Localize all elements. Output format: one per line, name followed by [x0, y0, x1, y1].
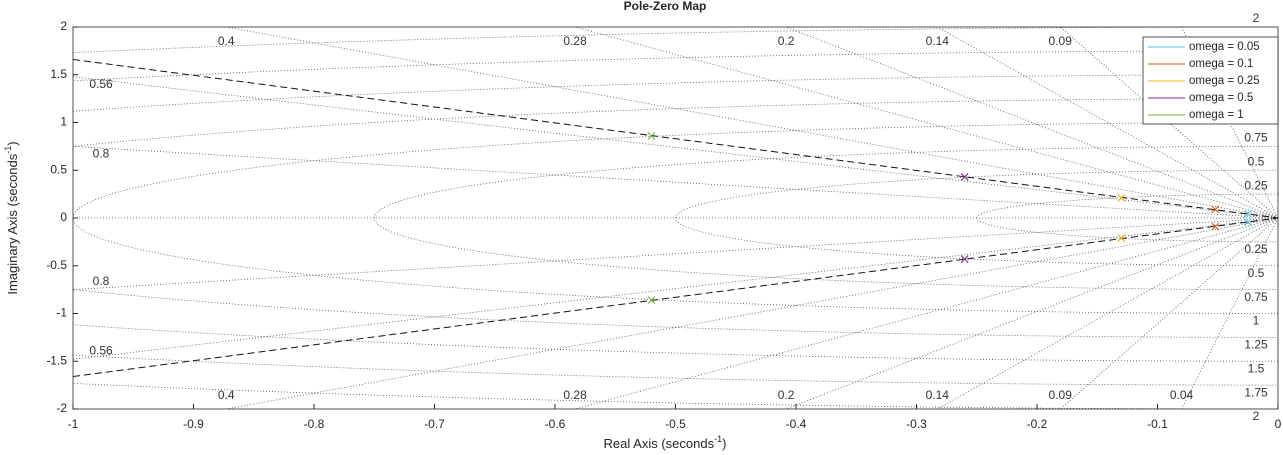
damping-line — [73, 217, 1278, 291]
damping-label: 0.56 — [89, 343, 113, 357]
y-tick-label: 1 — [60, 115, 67, 129]
pole-marker — [960, 255, 969, 263]
x-tick-label: -0.3 — [906, 417, 927, 431]
damping-label: 0.14 — [926, 34, 950, 48]
label-superscript: -1 — [714, 434, 722, 444]
x-tick-label: -0.7 — [424, 417, 445, 431]
x-tick-label: -1 — [68, 417, 79, 431]
legend-label: omega = 1 — [1189, 109, 1244, 121]
label-part: Real Axis (seconds — [604, 436, 715, 451]
y-tick-label: 0.5 — [50, 162, 67, 176]
y-tick-label: -1 — [56, 306, 67, 320]
grid-labels: 0.250.250.50.50.750.75111.251.251.51.51.… — [89, 11, 1268, 423]
grid — [73, 27, 1278, 409]
damping-line — [226, 27, 1278, 219]
damping-label: 0.14 — [926, 388, 950, 402]
damping-label: 0.56 — [89, 77, 113, 91]
legend: omega = 0.05 omega = 0.1 omega = 0.25 omega… — [1142, 36, 1279, 125]
frequency-label: 2 — [1253, 11, 1260, 25]
label-part: ) — [5, 141, 20, 145]
frequency-label: 1 — [1253, 314, 1260, 328]
damping-line — [226, 217, 1278, 409]
label-superscript: -1 — [3, 146, 13, 154]
legend-label: omega = 0.05 — [1189, 41, 1260, 53]
legend-label: omega = 0.5 — [1189, 92, 1253, 104]
frequency-label: 0.5 — [1248, 266, 1265, 280]
pole-marker — [960, 173, 969, 181]
damping-label: 0.8 — [93, 147, 110, 161]
y-tick-label: -2 — [56, 401, 67, 415]
frequency-label: 0.25 — [1244, 178, 1268, 192]
x-tick-label: -0.6 — [545, 417, 566, 431]
damping-label: 0.4 — [218, 34, 235, 48]
label-part: ) — [722, 436, 726, 451]
marks — [73, 58, 1278, 378]
pole-marker — [1117, 234, 1126, 242]
damping-line — [73, 145, 1278, 219]
frequency-label: 1.25 — [1244, 338, 1268, 352]
damping-label: 0.2 — [778, 388, 795, 402]
frequency-label: 0.75 — [1244, 131, 1268, 145]
pole-marker — [647, 296, 656, 305]
damping-line — [937, 27, 1278, 219]
y-tick-label: -0.5 — [46, 258, 67, 272]
damping-label: 0.4 — [218, 388, 235, 402]
guide-line — [73, 58, 1278, 219]
frequency-label: 2 — [1253, 409, 1260, 423]
guide-line — [73, 217, 1278, 378]
frequency-label: 0.5 — [1248, 154, 1265, 168]
damping-label: 0.04 — [1170, 388, 1194, 402]
y-tick-label: 1.5 — [50, 67, 67, 81]
legend-label: omega = 0.1 — [1189, 58, 1253, 70]
axes: -1 -0.9 -0.8 -0.7 -0.6 -0.5 -0.4 -0.3 -0.2 -0.1 0 -… — [3, 19, 1281, 451]
damping-line — [785, 217, 1278, 409]
x-tick-label: -0.2 — [1027, 417, 1048, 431]
x-tick-label: -0.5 — [665, 417, 686, 431]
x-tick-label: 0 — [1275, 417, 1282, 431]
y-tick-label: -1.5 — [46, 353, 67, 367]
x-tick-label: -0.1 — [1147, 417, 1168, 431]
y-tick-label: 0 — [60, 210, 67, 224]
damping-label: 0.09 — [1049, 34, 1073, 48]
frequency-label: 1.5 — [1248, 361, 1265, 375]
damping-line — [785, 27, 1278, 219]
x-tick-label: -0.4 — [786, 417, 807, 431]
damping-line — [73, 217, 1278, 360]
plot-area — [73, 27, 1278, 409]
damping-label: 0.09 — [1049, 388, 1073, 402]
damping-line — [937, 217, 1278, 409]
pole-marker — [1117, 194, 1126, 202]
x-tick-label: -0.9 — [183, 417, 204, 431]
y-axis-label: Imaginary Axis (seconds-1) — [3, 141, 20, 294]
pole-marker — [647, 131, 656, 140]
frequency-label: 1.75 — [1244, 385, 1268, 399]
damping-label: 0.28 — [563, 34, 587, 48]
label-part: Imaginary Axis (seconds — [5, 153, 20, 294]
legend-label: omega = 0.25 — [1189, 75, 1260, 87]
damping-line — [1059, 217, 1278, 409]
pole-marker — [1211, 205, 1220, 214]
pole-marker — [1211, 222, 1220, 231]
damping-line — [73, 76, 1278, 219]
x-tick-label: -0.8 — [304, 417, 325, 431]
pole-marker — [1243, 218, 1252, 226]
damping-label: 0.2 — [778, 34, 795, 48]
pole-marker — [1243, 210, 1252, 218]
x-axis-label: Real Axis (seconds-1) — [604, 434, 727, 451]
damping-label: 0.28 — [563, 388, 587, 402]
frequency-label: 0.25 — [1244, 242, 1268, 256]
y-tick-label: 2 — [60, 19, 67, 33]
frequency-label: 0.75 — [1244, 290, 1268, 304]
chart-title: Pole-Zero Map — [624, 0, 707, 13]
damping-label: 0.8 — [93, 274, 110, 288]
